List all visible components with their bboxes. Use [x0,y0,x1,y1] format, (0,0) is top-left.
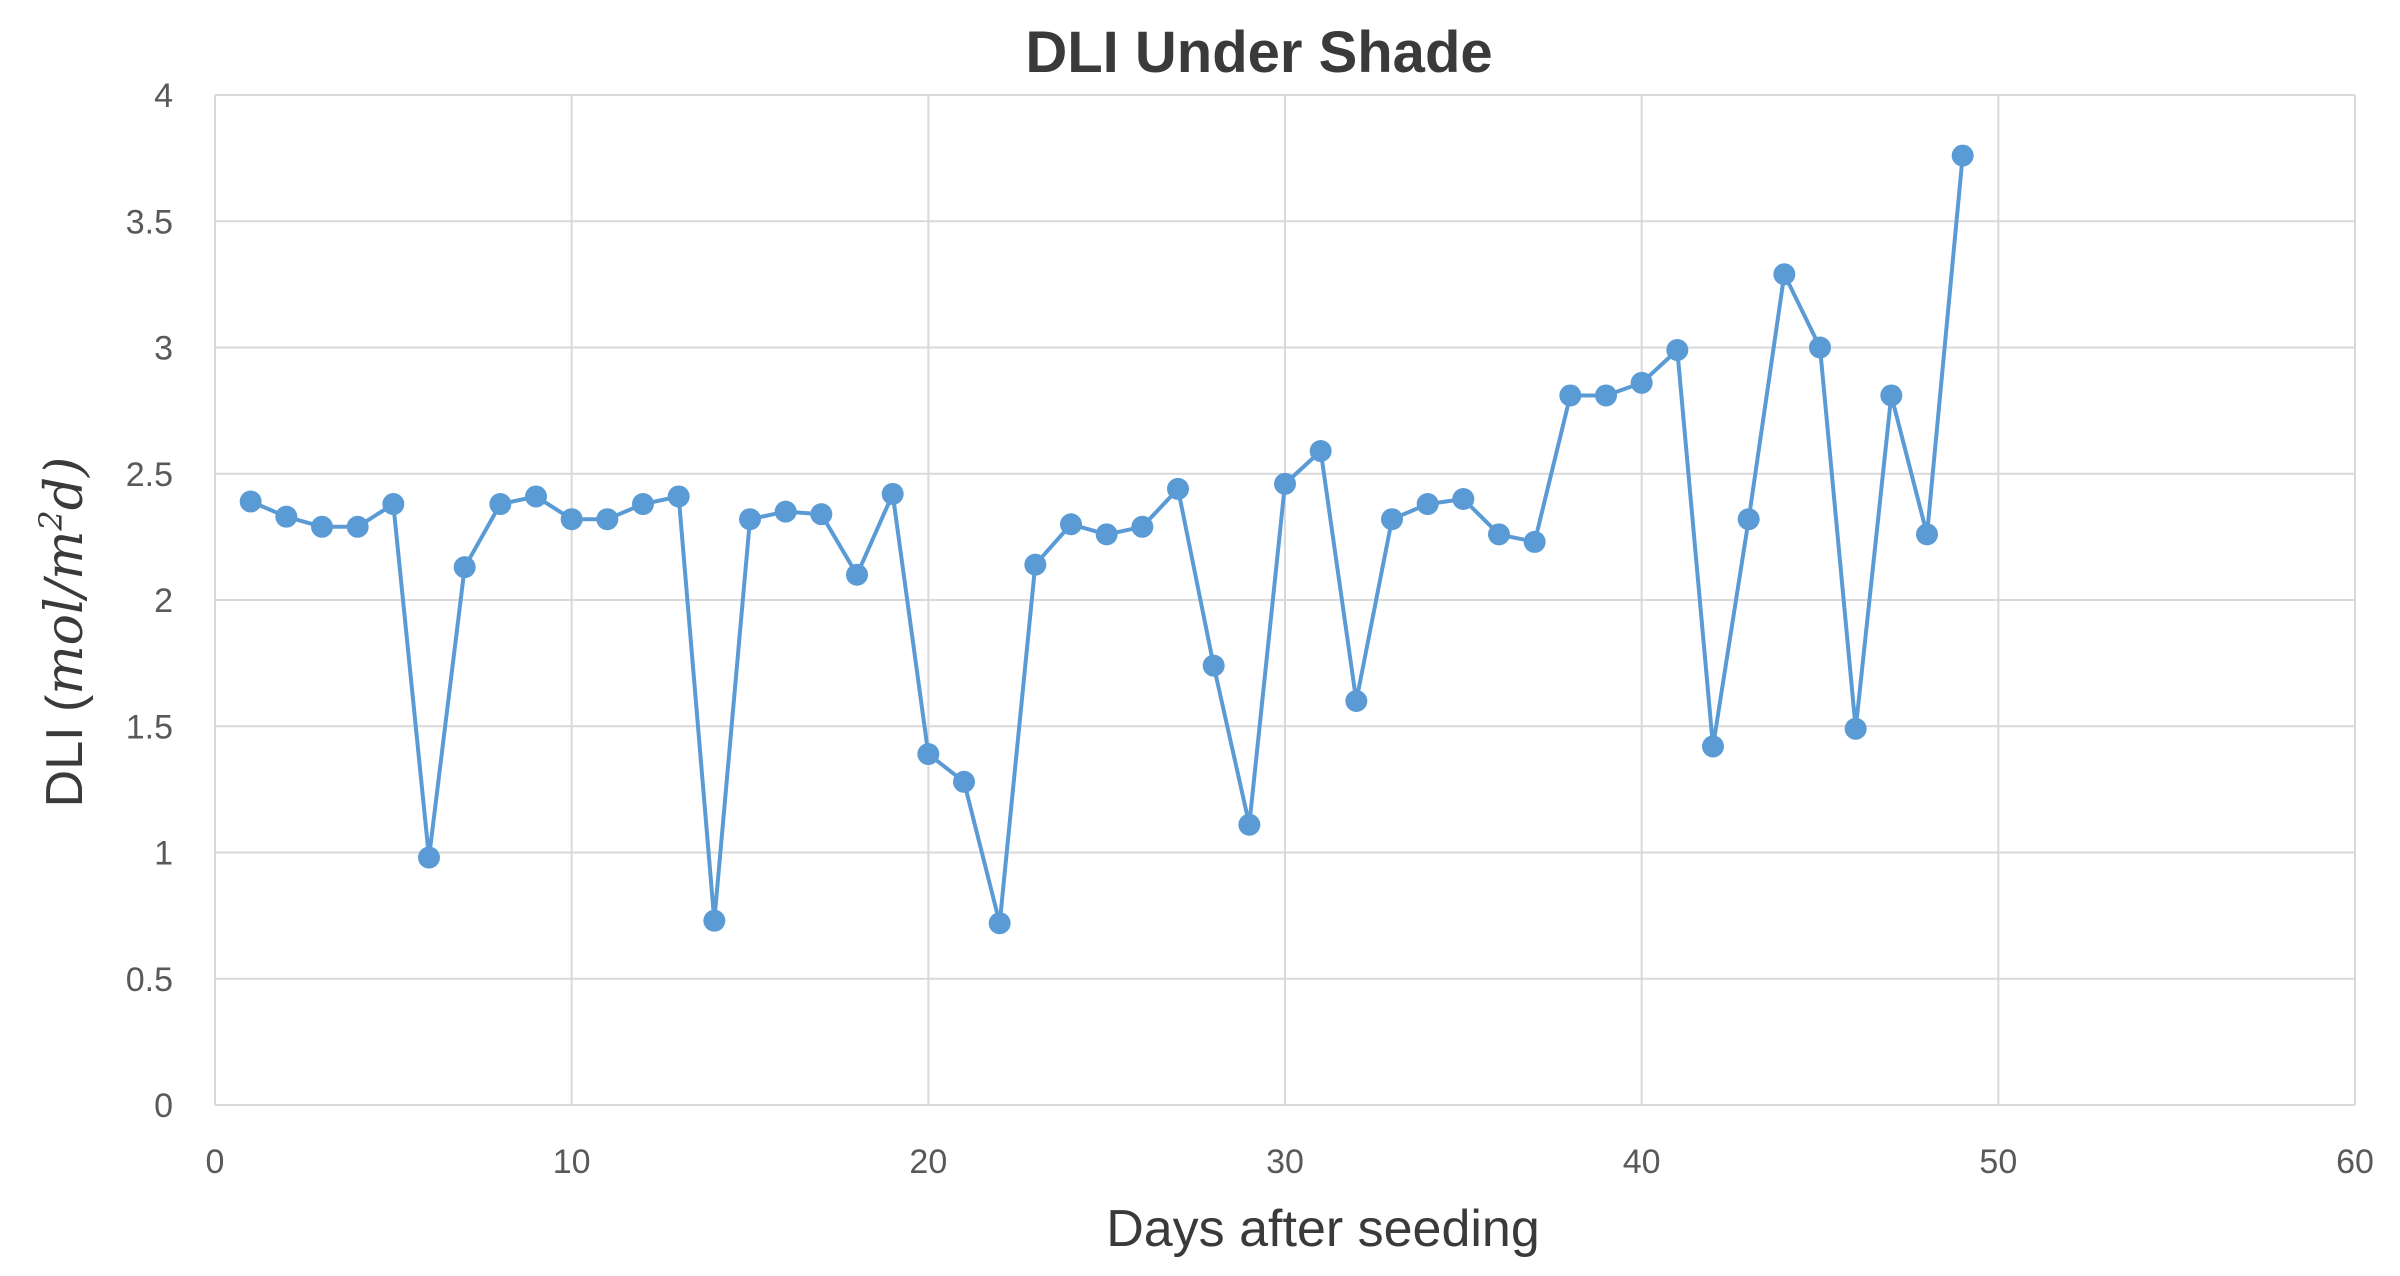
data-point [1238,813,1261,836]
data-point [810,503,833,526]
data-point [1773,263,1796,286]
y-tick-label: 0.5 [126,961,173,999]
data-point [1523,530,1546,553]
data-point [382,493,405,516]
x-tick-label: 40 [1623,1143,1661,1181]
x-axis-label: Days after seeding [1106,1200,1540,1258]
data-point [953,770,975,793]
data-point [239,490,262,513]
data-point [346,515,369,538]
data-point [1737,508,1760,531]
y-axis-label-superscript: 2 [32,510,70,531]
data-point [632,493,654,516]
data-point [1345,690,1368,712]
y-axis-ticks: 0 0.5 1 1.5 2 2.5 3 3.5 4 [126,77,173,1125]
chart-title: DLI Under Shade [1025,20,1492,85]
y-axis-label-unit: mol/m [35,531,95,695]
data-point [1381,508,1403,531]
data-point [453,556,476,579]
y-tick-label: 0 [154,1087,173,1125]
data-point [1024,553,1047,576]
data-point [988,912,1011,935]
data-point [596,508,619,531]
y-tick-label: 2.5 [126,456,173,494]
y-tick-label: 3 [154,330,173,368]
data-point [1452,488,1475,510]
data-point [881,482,904,505]
data-point [1559,384,1582,407]
data-point [703,909,726,932]
data-point [1666,339,1689,362]
data-point [1095,523,1118,546]
data-point [1309,440,1332,463]
data-point [1488,523,1510,546]
y-tick-label: 1 [154,835,173,873]
data-point [1274,472,1296,495]
data-point [311,515,333,538]
y-axis-label: DLI (mol/m2d) [32,457,95,808]
data-point [560,508,583,531]
data-point [1060,513,1082,536]
x-tick-label: 10 [553,1143,591,1181]
data-point [1702,735,1724,758]
x-axis-ticks: 0 10 20 30 40 50 60 [206,1143,2374,1181]
y-tick-label: 3.5 [126,203,173,241]
data-point [1630,371,1653,394]
y-tick-label: 1.5 [126,708,173,746]
data-point [1844,717,1867,740]
data-point [739,508,761,531]
series-group [239,144,1974,935]
data-point [1167,477,1189,500]
data-point [1595,384,1617,407]
data-point [418,846,440,869]
y-axis-label-suffix: d) [35,457,95,511]
data-point [917,743,940,766]
data-point [667,485,690,508]
y-tick-label: 2 [154,582,173,620]
data-point [1916,523,1938,546]
data-point [1880,384,1903,407]
data-point [1131,515,1154,538]
data-point [774,500,797,523]
data-point [275,505,298,528]
x-tick-label: 50 [1979,1143,2017,1181]
x-tick-label: 0 [206,1143,225,1181]
data-point [1809,336,1831,359]
data-point [525,485,547,508]
grid [214,94,2356,1106]
y-axis-label-prefix: DLI ( [36,694,94,807]
y-tick-label: 4 [154,77,173,115]
data-point [1416,493,1439,516]
data-point [1202,654,1225,677]
data-point [1951,144,1974,167]
x-tick-label: 60 [2336,1143,2374,1181]
x-tick-label: 30 [1266,1143,1304,1181]
x-tick-label: 20 [909,1143,947,1181]
data-point [489,493,512,516]
data-point [846,563,868,586]
